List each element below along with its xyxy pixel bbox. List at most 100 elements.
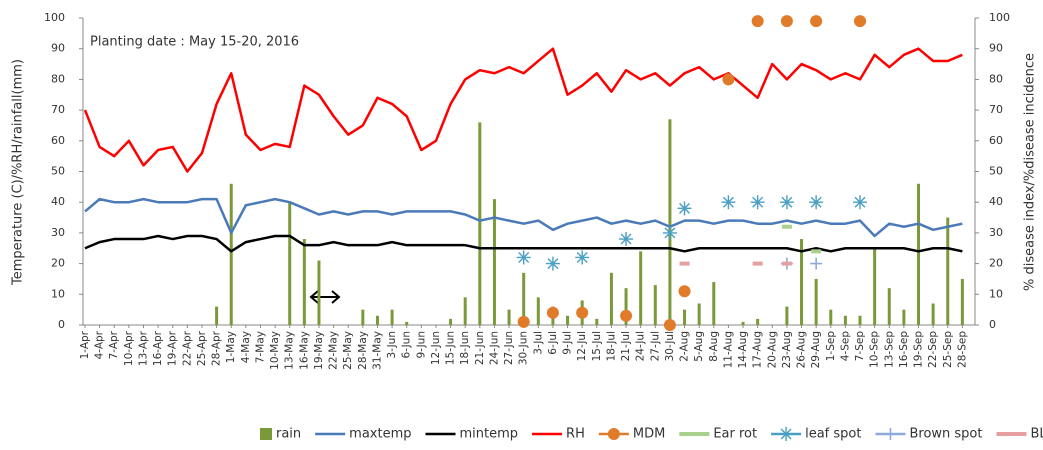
line-1 — [84, 197, 963, 238]
y2-tick-label: 40 — [989, 195, 1003, 208]
legend-label: BLSB — [1030, 427, 1043, 442]
x-tick-label: 7-Apr — [108, 330, 120, 359]
rain-bar — [507, 309, 511, 325]
legend-label: Ear rot — [713, 427, 757, 442]
x-tick-label: 24-Jul — [635, 331, 647, 361]
legend-item: leaf spot — [771, 427, 861, 442]
x-tick-label: 30-Jul — [664, 331, 676, 361]
x-tick-label: 18-Jul — [605, 331, 617, 361]
x-tick-label: 7-Sep — [854, 331, 866, 362]
x-tick-label: 15-Jul — [591, 331, 603, 361]
rain-bar — [390, 309, 394, 325]
rain-bar — [478, 122, 482, 325]
y2-tick-label: 20 — [989, 257, 1003, 270]
rain-bar — [405, 321, 409, 325]
legend-item: RH — [532, 427, 585, 442]
x-tick-label: 28-Apr — [211, 330, 223, 366]
mdm-point — [810, 15, 823, 28]
rain-bar — [697, 303, 701, 325]
x-tick-label: 28-Sep — [956, 331, 968, 368]
x-tick-label: 21-Jun — [474, 331, 486, 365]
x-tick-label: 12-Jul — [576, 331, 588, 361]
rain-bar — [902, 309, 906, 325]
line-2 — [84, 234, 963, 253]
rain-bar — [624, 288, 628, 325]
x-tick-label: 10-Sep — [869, 331, 881, 368]
mdm-point — [607, 428, 620, 440]
rain-bar — [712, 282, 716, 325]
x-tick-label: 17-Aug — [752, 331, 764, 368]
asterisk-point — [779, 427, 794, 441]
x-tick-label: 10-May — [269, 331, 281, 370]
rain-bar — [566, 315, 570, 325]
asterisk-point — [750, 195, 765, 210]
x-tick-label: 4-Sep — [839, 331, 851, 362]
x-tick-label: 6-Jun — [401, 331, 413, 358]
legend-item: rain — [260, 427, 301, 442]
line-3 — [83, 47, 963, 173]
x-tick-label: 18-Jun — [459, 331, 471, 365]
rain-bar — [522, 272, 526, 325]
x-tick-label: 19-Sep — [913, 331, 925, 368]
rain-bar — [785, 306, 789, 325]
rain-bar — [829, 309, 833, 325]
x-tick-label: 10-Apr — [123, 330, 135, 366]
x-tick-label: 7-May — [254, 331, 266, 363]
legend-item: maxtemp — [315, 427, 412, 442]
x-tick-label: 15-Jun — [445, 331, 457, 365]
x-tick-label: 27-Jul — [649, 331, 661, 361]
rain-bar — [814, 278, 818, 325]
rain-bar — [449, 318, 453, 325]
x-tick-label: 14-Aug — [737, 331, 749, 368]
x-tick-label: 8-Aug — [708, 331, 720, 362]
x-tick-label: 21-Jul — [620, 331, 632, 361]
rain-bar — [683, 309, 687, 325]
legend-label: mintemp — [460, 427, 519, 442]
x-tick-label: 27-Jun — [503, 331, 515, 365]
rain-bar — [361, 309, 365, 325]
asterisk-point — [575, 250, 590, 265]
x-tick-label: 20-Aug — [766, 331, 778, 368]
asterisk-point — [662, 225, 677, 240]
rain-bar — [756, 318, 760, 325]
asterisk-point — [545, 256, 560, 271]
x-tick-label: 19-Apr — [167, 330, 179, 366]
x-tick-label: 1-Sep — [825, 331, 837, 362]
planting-arrow — [309, 290, 341, 304]
legend-label: Brown spot — [909, 427, 982, 442]
y-tick-label: 20 — [51, 257, 65, 270]
asterisk-point — [516, 250, 531, 265]
rain-bar — [215, 306, 219, 325]
asterisk-point — [677, 201, 692, 216]
x-tick-label: 30-Jun — [518, 331, 530, 365]
rain-bar — [375, 315, 379, 325]
rain-bar — [960, 278, 964, 325]
rain-bar — [668, 119, 672, 325]
rain-bar — [302, 239, 306, 325]
x-tick-label: 22-Sep — [927, 331, 939, 368]
rain-bar — [917, 183, 921, 325]
y2-axis-label: % disease index/%disease incidence — [1023, 53, 1038, 291]
legend-item: Brown spot — [875, 427, 982, 442]
mdm-point — [663, 319, 676, 331]
x-tick-label: 31-May — [371, 331, 383, 370]
legend-label: RH — [566, 427, 585, 442]
rain-bar — [653, 285, 657, 325]
rain-bar — [492, 199, 496, 325]
y-tick-label: 40 — [51, 195, 65, 208]
y-tick-label: 100 — [44, 11, 65, 24]
rain-bar — [609, 272, 613, 325]
x-tick-label: 22-May — [328, 331, 340, 370]
x-tick-label: 25-Sep — [942, 331, 954, 368]
asterisk-point — [809, 195, 824, 210]
x-tick-label: 26-Aug — [796, 331, 808, 368]
rain-bar — [595, 318, 599, 325]
x-tick-label: 1-Apr — [79, 330, 91, 359]
x-tick-label: 9-Jun — [415, 331, 427, 358]
x-tick-label: 6-Jul — [547, 331, 559, 355]
annotation: Planting date : May 15-20, 2016 — [90, 35, 299, 50]
y-tick-label: 0 — [58, 318, 65, 331]
legend-label: maxtemp — [349, 427, 411, 442]
x-tick-label: 9-Jul — [562, 331, 574, 355]
rain-bar — [800, 239, 804, 325]
